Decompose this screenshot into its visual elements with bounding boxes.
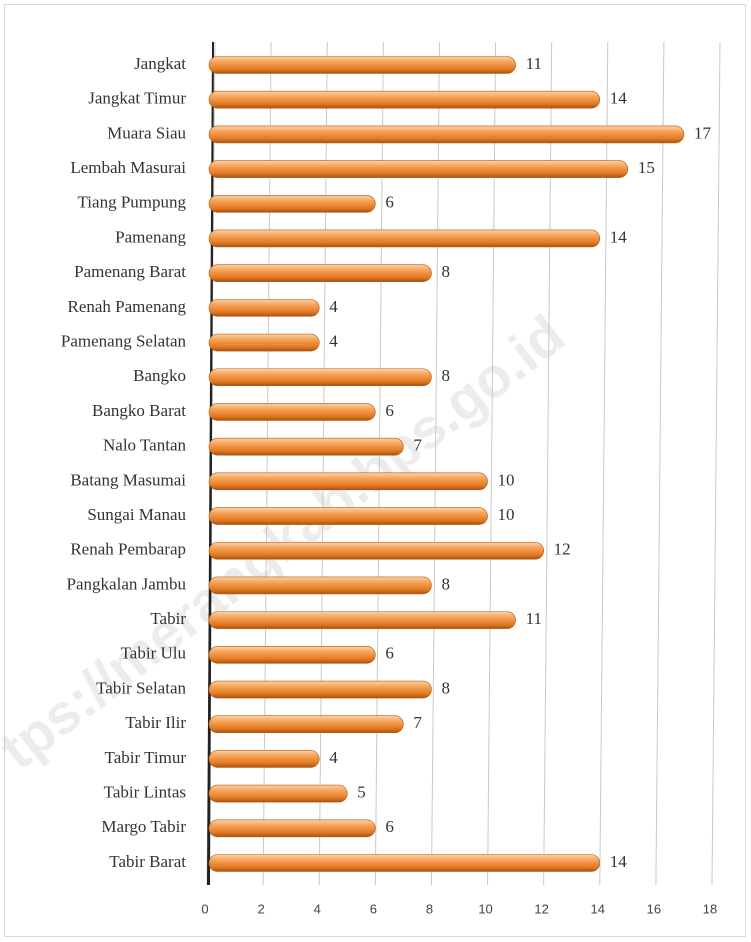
y-tick-label: Tabir (150, 609, 186, 628)
x-tick-label: 18 (703, 901, 717, 916)
bar (208, 160, 629, 178)
x-tick-label: 4 (314, 901, 321, 916)
data-label: 11 (526, 609, 542, 628)
bar (208, 611, 516, 629)
data-label: 10 (498, 505, 515, 524)
bar (208, 333, 320, 352)
bar (208, 541, 544, 560)
data-label: 14 (610, 227, 628, 246)
bar (208, 750, 320, 768)
y-tick-label: Pamenang (115, 227, 186, 246)
data-label: 6 (385, 644, 394, 663)
grid-line (318, 41, 328, 886)
data-label: 7 (413, 713, 422, 732)
bar (208, 819, 376, 838)
bar (208, 194, 376, 213)
data-label: 14 (610, 89, 628, 108)
data-label: 14 (610, 852, 628, 871)
bar (208, 680, 432, 699)
bar (208, 403, 376, 421)
bar (208, 784, 348, 803)
y-tick-label: Pamenang Barat (74, 262, 186, 281)
y-tick-label: Nalo Tantan (103, 436, 186, 455)
bar (208, 472, 488, 491)
x-tick-label: 8 (426, 901, 433, 916)
data-label: 8 (441, 262, 450, 281)
y-tick-label: Tiang Pumpung (78, 193, 187, 212)
y-tick-label: Jangkat (134, 54, 186, 73)
y-tick-label: Lembah Masurai (70, 158, 186, 177)
grid-line (543, 41, 553, 886)
grid-line (430, 41, 440, 886)
bar (208, 56, 516, 74)
y-tick-label: Pamenang Selatan (61, 331, 187, 350)
y-tick-label: Tabir Lintas (104, 783, 186, 802)
data-label: 15 (638, 158, 655, 177)
y-tick-label: Tabir Ulu (121, 644, 187, 663)
data-label: 4 (329, 748, 338, 767)
grid-line (374, 41, 384, 886)
chart-frame (4, 4, 746, 937)
x-tick-label: 2 (257, 901, 264, 916)
data-label: 7 (413, 436, 422, 455)
grid-line (711, 41, 721, 886)
bar (208, 854, 601, 872)
data-label: 8 (441, 678, 450, 697)
data-label: 5 (357, 783, 366, 802)
bar (208, 507, 488, 525)
data-label: 11 (526, 54, 542, 73)
y-tick-label: Muara Siau (107, 123, 186, 142)
bar (208, 368, 432, 387)
bar (208, 715, 404, 734)
bar (208, 125, 685, 144)
y-tick-label: Margo Tabir (101, 817, 186, 836)
grid-line (599, 41, 609, 886)
bar (208, 229, 601, 248)
grid-line (262, 41, 272, 886)
y-tick-label: Bangko (133, 366, 186, 385)
y-tick-label: Renah Pamenang (68, 297, 187, 316)
grid-line (655, 41, 665, 886)
x-tick-label: 10 (478, 901, 492, 916)
data-label: 6 (385, 817, 394, 836)
bar (208, 437, 404, 456)
bar (208, 299, 320, 317)
data-label: 17 (694, 123, 712, 142)
y-tick-label: Tabir Timur (105, 748, 187, 767)
y-tick-label: Tabir Selatan (96, 678, 186, 697)
x-tick-label: 14 (591, 901, 605, 916)
x-tick-label: 16 (647, 901, 661, 916)
x-tick-label: 6 (370, 901, 377, 916)
y-tick-label: Pangkalan Jambu (67, 574, 187, 593)
data-label: 4 (329, 331, 338, 350)
grid-line (487, 41, 497, 886)
bar (208, 576, 432, 595)
data-label: 8 (441, 366, 450, 385)
y-tick-label: Batang Masumai (70, 470, 186, 489)
bar (208, 264, 432, 282)
data-label: 10 (498, 470, 515, 489)
y-tick-label: Sungai Manau (87, 505, 186, 524)
x-tick-label: 0 (201, 901, 208, 916)
side-wall (207, 42, 214, 885)
y-tick-label: Tabir Barat (109, 852, 186, 871)
bar (208, 90, 601, 109)
bar (208, 646, 376, 664)
data-label: 8 (441, 574, 450, 593)
data-label: 12 (554, 540, 571, 559)
data-label: 6 (385, 193, 394, 212)
data-label: 4 (329, 297, 338, 316)
data-label: 6 (385, 401, 394, 420)
y-tick-label: Tabir Ilir (125, 713, 186, 732)
y-tick-label: Bangko Barat (92, 401, 186, 420)
x-tick-label: 12 (534, 901, 548, 916)
y-tick-label: Renah Pembarap (70, 540, 186, 559)
y-tick-label: Jangkat Timur (88, 89, 186, 108)
